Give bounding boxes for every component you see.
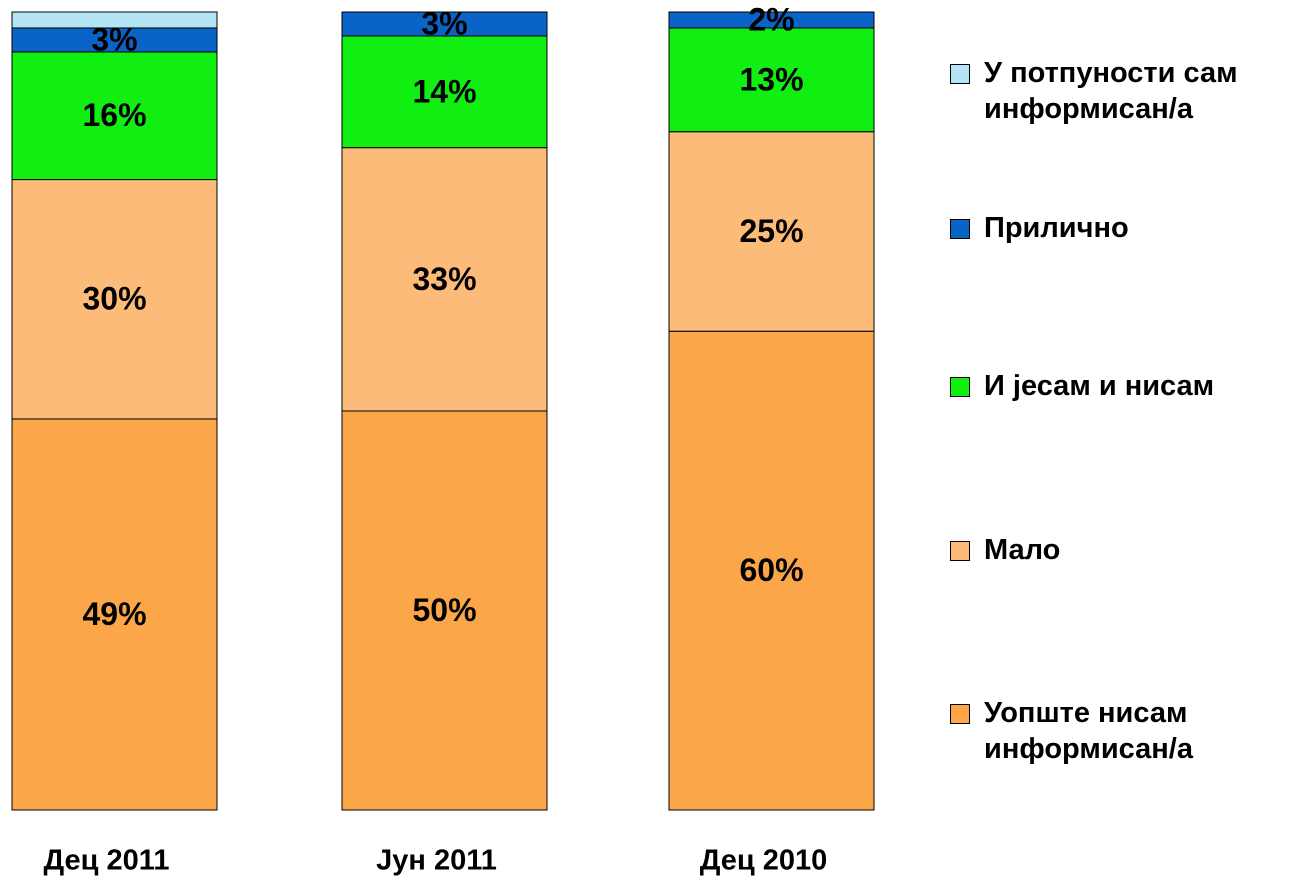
x-tick-label: Дец 2010	[700, 845, 828, 877]
legend-swatch	[950, 377, 970, 397]
legend-label: Прилично	[984, 212, 1129, 244]
value-label: 30%	[82, 281, 146, 317]
bar-segment	[11, 418, 218, 811]
value-label: 13%	[739, 61, 803, 97]
legend-swatch	[950, 64, 970, 84]
value-label: 50%	[412, 592, 476, 628]
value-label: 16%	[82, 97, 146, 133]
legend-label: Мало	[984, 534, 1061, 566]
legend-item: Мало	[950, 532, 1305, 568]
legend-item: И јесам и нисам	[950, 368, 1305, 404]
bar-segment	[668, 27, 875, 133]
legend-swatch	[950, 219, 970, 239]
bar-segment	[341, 11, 548, 37]
x-tick-label: Јун 2011	[376, 845, 497, 877]
legend-swatch	[950, 704, 970, 724]
value-label: 2%	[748, 1, 794, 37]
bar-segment	[11, 179, 218, 420]
legend-swatch	[950, 541, 970, 561]
x-tick-label: Дец 2011	[44, 845, 170, 877]
legend-label: И јесам и нисам	[984, 370, 1215, 402]
value-label: 14%	[412, 73, 476, 109]
legend: У потпуности сам информисан/а Прилично И ј…	[950, 0, 1310, 880]
legend-item: У потпуности сам информисан/а	[950, 55, 1305, 127]
value-label: 25%	[739, 213, 803, 249]
value-label: 33%	[412, 261, 476, 297]
value-label: 49%	[82, 596, 146, 632]
bar-segment	[668, 11, 875, 29]
bar-segment	[341, 35, 548, 149]
bar-segment	[11, 11, 218, 29]
bar-segment	[341, 147, 548, 412]
legend-label: Уопште нисам информисан/а	[984, 697, 1193, 765]
bar-segment	[668, 131, 875, 332]
legend-item: Уопште нисам информисан/а	[950, 695, 1305, 767]
legend-item: Прилично	[950, 210, 1305, 246]
value-label: 60%	[739, 552, 803, 588]
legend-label: У потпуности сам информисан/а	[984, 57, 1238, 125]
value-label: 3%	[421, 5, 467, 41]
